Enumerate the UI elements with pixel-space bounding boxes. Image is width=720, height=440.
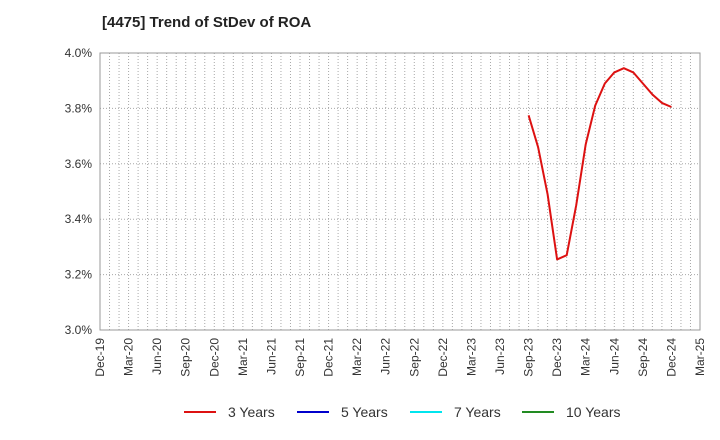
y-tick-label: 4.0% (65, 46, 93, 60)
x-tick-label: Dec-24 (664, 338, 678, 377)
x-tick-label: Mar-22 (350, 338, 364, 376)
y-tick-label: 3.4% (65, 212, 93, 226)
legend-label-10-years: 10 Years (566, 404, 621, 420)
x-tick-label: Jun-23 (493, 338, 507, 375)
x-tick-label: Mar-20 (122, 338, 136, 376)
y-tick-label: 3.8% (65, 101, 93, 115)
x-axis-tick-labels: Dec-19 Mar-20 Jun-20 Sep-20 Dec-20 Mar-21 Jun-… (93, 338, 707, 377)
series-lines (527, 67, 672, 261)
legend-item-10-years: 10 Years (522, 404, 621, 420)
legend-item-5-years: 5 Years (297, 404, 388, 420)
x-tick-label: Sep-23 (522, 338, 536, 377)
x-tick-label: Jun-21 (264, 338, 278, 375)
x-tick-label: Sep-20 (179, 338, 193, 377)
x-tick-label: Sep-21 (293, 338, 307, 377)
plot-border (99, 52, 701, 331)
legend-swatch-10-years (522, 411, 554, 413)
y-axis-tick-labels: 3.0% 3.2% 3.4% 3.6% 3.8% 4.0% (65, 46, 93, 337)
x-tick-label: Mar-21 (236, 338, 250, 376)
legend-label-5-years: 5 Years (341, 404, 388, 420)
x-tick-label: Sep-22 (407, 338, 421, 377)
y-tick-label: 3.2% (65, 268, 93, 282)
horizontal-gridlines (100, 107, 700, 276)
x-tick-label: Mar-23 (464, 338, 478, 376)
plot-background (100, 53, 700, 330)
vertical-gridlines (109, 53, 691, 330)
x-tick-label: Jun-20 (150, 338, 164, 375)
x-tick-label: Dec-21 (322, 338, 336, 377)
y-tick-label: 3.0% (65, 323, 93, 337)
x-tick-label: Dec-19 (93, 338, 107, 377)
legend: 3 Years 5 Years 7 Years 10 Years (0, 404, 720, 426)
y-tick-label: 3.6% (65, 157, 93, 171)
legend-label-3-years: 3 Years (228, 404, 275, 420)
chart-title: [4475] Trend of StDev of ROA (102, 14, 312, 31)
x-tick-label: Mar-25 (693, 338, 707, 376)
x-tick-label: Jun-24 (607, 338, 621, 375)
x-tick-label: Jun-22 (379, 338, 393, 375)
legend-swatch-3-years (184, 411, 216, 413)
legend-label-7-years: 7 Years (454, 404, 501, 420)
legend-swatch-5-years (297, 411, 329, 413)
x-tick-label: Dec-23 (550, 338, 564, 377)
x-tick-label: Dec-22 (436, 338, 450, 377)
legend-swatch-7-years (410, 411, 442, 413)
series-line-3-years (527, 67, 672, 261)
x-tick-label: Mar-24 (579, 338, 593, 376)
x-tick-label: Dec-20 (207, 338, 221, 377)
legend-item-7-years: 7 Years (410, 404, 501, 420)
legend-item-3-years: 3 Years (184, 404, 275, 420)
x-tick-label: Sep-24 (636, 338, 650, 377)
